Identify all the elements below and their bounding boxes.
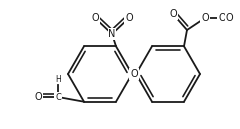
Text: O: O — [225, 13, 233, 23]
Text: O: O — [218, 13, 226, 23]
Text: N: N — [108, 29, 116, 39]
Text: H: H — [55, 75, 61, 84]
Text: O: O — [169, 9, 177, 19]
Text: O: O — [34, 92, 42, 102]
Text: O: O — [201, 13, 209, 23]
Text: O: O — [125, 13, 133, 23]
Text: O: O — [130, 69, 138, 79]
Text: O: O — [91, 13, 99, 23]
Text: C: C — [55, 92, 61, 102]
